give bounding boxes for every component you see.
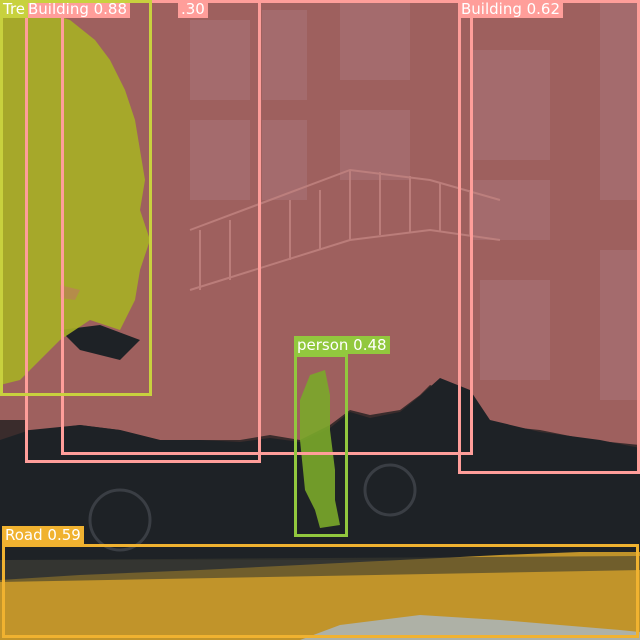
- person-label: person 0.48: [294, 336, 390, 354]
- building-label-2: Building 0.62: [458, 0, 564, 18]
- tree-box: Tre: [0, 0, 152, 396]
- building-label-trail: .30: [178, 0, 208, 18]
- tree-label: Tre: [0, 0, 29, 18]
- road-box: Road 0.59: [2, 526, 639, 638]
- building-box-3: [61, 0, 473, 455]
- road-label: Road 0.59: [2, 526, 84, 544]
- person-box: person 0.48: [294, 336, 390, 537]
- building-box-2: Building 0.62: [458, 0, 640, 474]
- building-label-1: Building 0.88: [25, 0, 131, 18]
